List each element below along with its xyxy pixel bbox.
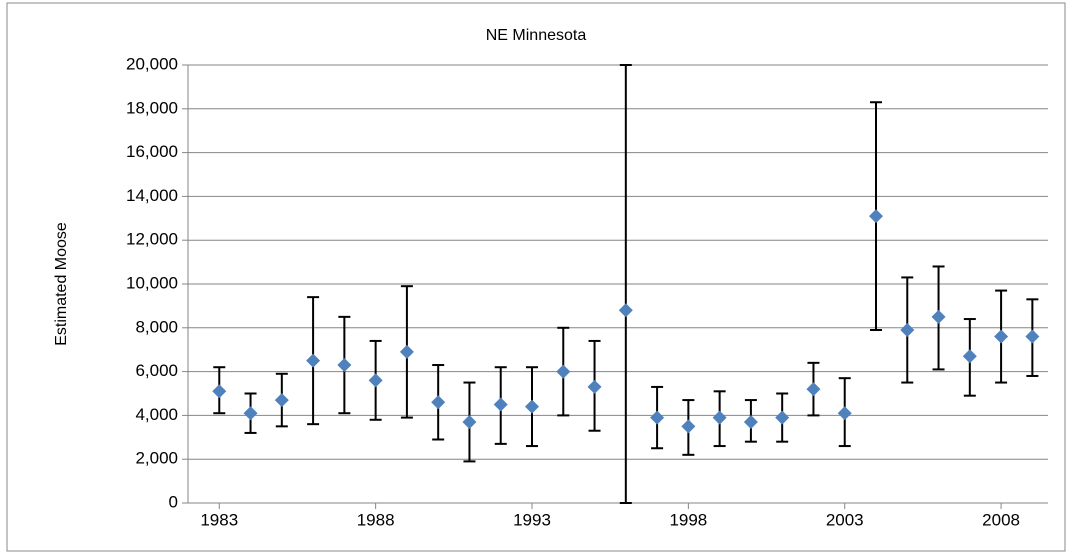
point (806, 382, 821, 397)
y-tick-label: 8,000 (135, 317, 178, 336)
y-tick-label: 10,000 (126, 273, 178, 292)
point (1025, 329, 1040, 344)
y-tick-label: 18,000 (126, 98, 178, 117)
y-tick-label: 0 (169, 492, 178, 511)
point (775, 410, 790, 425)
point (681, 419, 696, 434)
point (274, 393, 289, 408)
point (837, 406, 852, 421)
point (743, 414, 758, 429)
point (650, 410, 665, 425)
x-tick-label: 1993 (513, 510, 551, 529)
chart-title: NE Minnesota (486, 27, 587, 44)
point (712, 410, 727, 425)
x-tick-label: 2003 (826, 510, 864, 529)
x-tick-label: 1988 (357, 510, 395, 529)
y-tick-label: 20,000 (126, 54, 178, 73)
point (399, 344, 414, 359)
point (618, 303, 633, 318)
y-axis-label: Estimated Moose (53, 222, 70, 346)
point (493, 397, 508, 412)
point (368, 373, 383, 388)
point (900, 322, 915, 337)
x-tick-label: 1998 (669, 510, 707, 529)
point (931, 309, 946, 324)
point (243, 406, 258, 421)
y-tick-label: 14,000 (126, 186, 178, 205)
point (556, 364, 571, 379)
point (431, 395, 446, 410)
y-tick-label: 2,000 (135, 449, 178, 468)
point (306, 353, 321, 368)
point (994, 329, 1009, 344)
point (212, 384, 227, 399)
y-tick-label: 6,000 (135, 361, 178, 380)
y-tick-label: 16,000 (126, 142, 178, 161)
point (337, 358, 352, 373)
point (462, 414, 477, 429)
x-tick-label: 1983 (200, 510, 238, 529)
y-tick-label: 12,000 (126, 230, 178, 249)
point (962, 349, 977, 364)
point (587, 379, 602, 394)
point (525, 399, 539, 414)
y-tick-label: 4,000 (135, 405, 178, 424)
error-bar (619, 64, 632, 504)
point (869, 209, 883, 224)
x-tick-label: 2008 (982, 510, 1020, 529)
